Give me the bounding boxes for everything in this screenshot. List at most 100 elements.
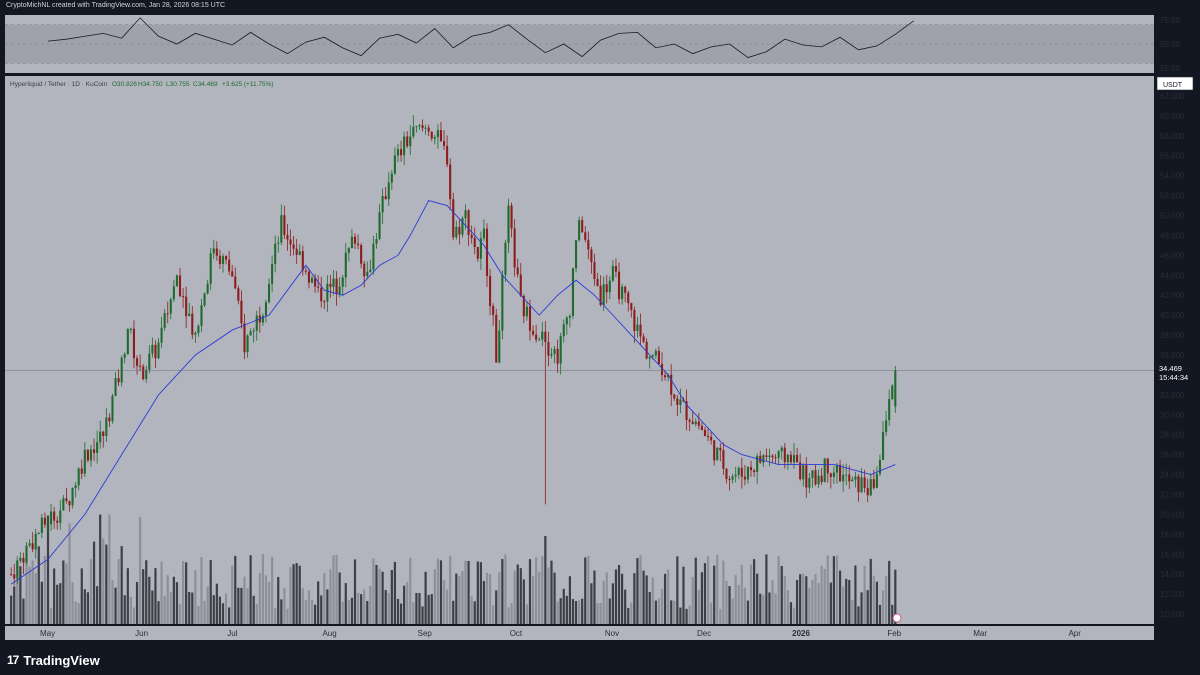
rsi-band	[5, 24, 1154, 64]
time-tick-label: Feb	[887, 629, 901, 638]
candle-body	[25, 545, 28, 563]
volume-bar	[139, 516, 142, 624]
candle-body	[749, 467, 753, 471]
candle-body	[175, 275, 178, 287]
candle-body	[746, 467, 750, 480]
candle-body	[571, 268, 575, 316]
candle-body	[126, 328, 129, 355]
volume-bar	[289, 567, 292, 624]
volume-bar	[292, 564, 295, 624]
volume-bar	[142, 569, 145, 624]
volume-bar	[439, 560, 443, 624]
event-marker-icon[interactable]	[892, 613, 902, 623]
volume-bar	[535, 557, 538, 624]
price-tick-label: 62.000	[1160, 92, 1185, 101]
candle-body	[648, 356, 651, 359]
volume-bar	[203, 600, 206, 624]
candle-body	[369, 269, 372, 272]
volume-bar	[685, 608, 688, 624]
candle-body	[206, 283, 209, 294]
candle-body	[163, 313, 166, 328]
volume-bar	[283, 587, 286, 624]
candle-body	[740, 467, 743, 477]
volume-bar	[697, 590, 700, 624]
volume-bar	[86, 592, 90, 624]
price-tick-label: 40.000	[1160, 311, 1185, 320]
candle-body	[393, 155, 396, 174]
volume-bar	[221, 603, 225, 624]
candle-body	[381, 196, 384, 213]
volume-bar	[68, 523, 71, 624]
volume-bar	[335, 554, 338, 624]
candle-body	[286, 234, 289, 240]
volume-bar	[762, 594, 765, 624]
last-price-tag: 34.469 15:44:34	[1156, 364, 1194, 385]
candle-body	[691, 421, 694, 425]
volume-bar	[805, 576, 808, 624]
candle-body	[596, 279, 599, 286]
volume-bar	[792, 607, 796, 624]
candle-body	[639, 324, 642, 337]
volume-bar	[28, 566, 31, 624]
volume-bar	[869, 558, 872, 624]
volume-bar	[774, 593, 777, 624]
candle-body	[255, 315, 258, 331]
volume-bar	[249, 555, 252, 624]
candle-body	[117, 378, 120, 383]
currency-badge[interactable]	[1156, 76, 1194, 91]
volume-bar	[832, 556, 836, 624]
time-tick-label: Mar	[973, 629, 987, 638]
candle-body	[314, 277, 317, 287]
candle-body	[22, 557, 25, 563]
candle-body	[338, 286, 341, 295]
candle-body	[510, 205, 513, 229]
candle-body	[627, 292, 630, 304]
time-tick-label: May	[40, 629, 55, 638]
candle-body	[357, 243, 360, 246]
candle-body	[418, 125, 421, 127]
volume-bar	[789, 602, 793, 624]
volume-bar	[706, 556, 710, 624]
candle-body	[172, 286, 175, 300]
candle-body	[129, 328, 132, 330]
candle-body	[307, 271, 310, 283]
candle-body	[621, 286, 624, 300]
candle-body	[817, 475, 820, 485]
volume-bar	[740, 564, 743, 624]
volume-bar	[424, 571, 427, 624]
candle-body	[366, 271, 369, 277]
candle-body	[145, 369, 148, 379]
price-tick-label: 52.000	[1160, 192, 1185, 201]
candle-body	[350, 236, 353, 249]
price-tick-label: 24.000	[1160, 471, 1185, 480]
candle-body	[221, 256, 225, 264]
rsi-price-axis: 75.00 50.00 25.00	[1160, 16, 1181, 73]
volume-bar	[372, 558, 375, 624]
tradingview-brand[interactable]: 17 TradingView	[7, 651, 100, 669]
candle-body	[56, 520, 59, 523]
candle-body	[869, 479, 872, 496]
volume-bar	[157, 601, 160, 624]
volume-bar	[482, 580, 486, 624]
volume-bar	[151, 590, 154, 624]
volume-bar	[470, 596, 473, 624]
volume-bar	[212, 595, 215, 624]
volume-bar	[436, 558, 439, 624]
candle-body	[792, 454, 796, 463]
candle-body	[528, 306, 532, 331]
tradingview-logo-icon: 17	[7, 653, 19, 667]
candle-body	[390, 173, 393, 183]
candle-body	[875, 473, 878, 488]
volume-bar	[350, 597, 354, 624]
volume-bar	[519, 568, 522, 624]
volume-bar	[547, 567, 550, 624]
volume-bar	[522, 579, 525, 624]
candlesticks	[10, 115, 897, 586]
candle-body	[234, 276, 237, 289]
candle-body	[624, 286, 627, 293]
volume-bar	[691, 577, 694, 624]
ohlc-close: C34.469	[193, 81, 218, 88]
volume-bar	[390, 570, 393, 624]
candle-body	[866, 487, 869, 496]
